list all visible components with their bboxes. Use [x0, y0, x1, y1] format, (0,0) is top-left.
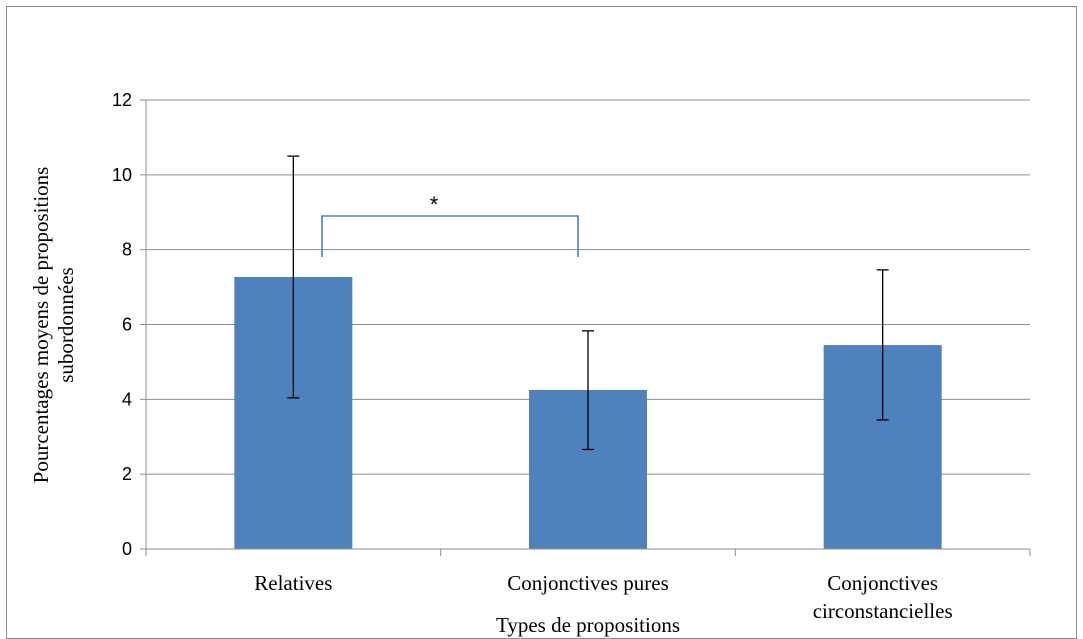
y-tick-label: 12	[112, 90, 132, 110]
x-axis-title: Types de propositions	[496, 613, 680, 637]
significance-bracket	[321, 215, 579, 257]
error-bars	[287, 155, 889, 451]
y-tick-label: 6	[122, 315, 132, 335]
y-tick-label: 4	[122, 389, 132, 409]
x-tick-label: circonstancielles	[813, 599, 953, 623]
y-axis-title: subordonnées	[54, 267, 78, 382]
y-tick-label: 8	[122, 240, 132, 260]
y-tick-label: 0	[122, 539, 132, 559]
labels: 0 2 4 6 8 10 12 Relatives Conjonctives pures Conj…	[29, 90, 953, 637]
significance-label: *	[430, 192, 439, 217]
x-tick-label: Relatives	[254, 571, 332, 595]
axes	[140, 99, 1031, 556]
x-tick-label: Conjonctives	[827, 571, 938, 595]
x-tick-label: Conjonctives pures	[507, 571, 669, 595]
annotations	[321, 215, 579, 257]
y-tick-label: 2	[122, 464, 132, 484]
y-axis-title: Pourcentages moyens de propositions	[29, 167, 53, 484]
y-tick-label: 10	[112, 165, 132, 185]
